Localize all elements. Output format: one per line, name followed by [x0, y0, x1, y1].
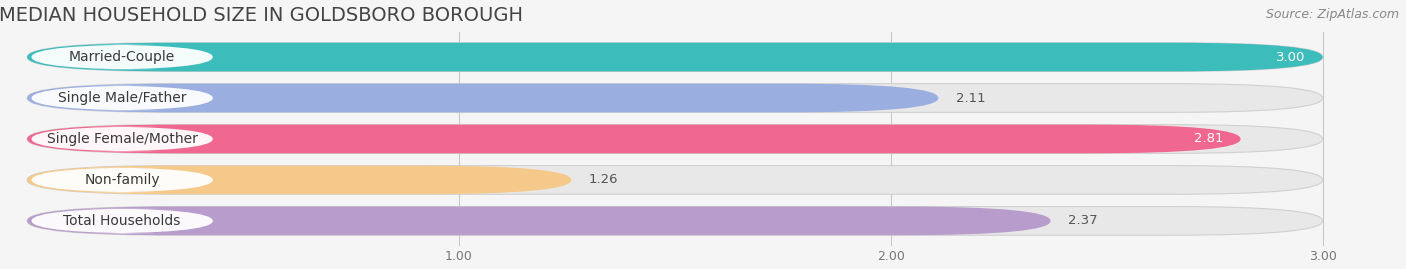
FancyBboxPatch shape — [27, 125, 1323, 153]
FancyBboxPatch shape — [27, 207, 1050, 235]
Text: MEDIAN HOUSEHOLD SIZE IN GOLDSBORO BOROUGH: MEDIAN HOUSEHOLD SIZE IN GOLDSBORO BOROU… — [0, 6, 523, 24]
Text: Married-Couple: Married-Couple — [69, 50, 176, 64]
Text: Total Households: Total Households — [63, 214, 181, 228]
FancyBboxPatch shape — [27, 125, 1240, 153]
FancyBboxPatch shape — [27, 43, 1323, 71]
Text: 2.81: 2.81 — [1194, 132, 1223, 146]
FancyBboxPatch shape — [31, 85, 212, 111]
Text: 3.00: 3.00 — [1277, 51, 1305, 63]
Text: 2.11: 2.11 — [956, 91, 986, 105]
Text: Source: ZipAtlas.com: Source: ZipAtlas.com — [1265, 8, 1399, 21]
Text: Non-family: Non-family — [84, 173, 160, 187]
FancyBboxPatch shape — [31, 126, 212, 152]
Text: 2.37: 2.37 — [1069, 214, 1098, 227]
FancyBboxPatch shape — [27, 207, 1323, 235]
FancyBboxPatch shape — [31, 167, 212, 193]
FancyBboxPatch shape — [27, 84, 1323, 112]
Text: 1.26: 1.26 — [589, 174, 619, 186]
FancyBboxPatch shape — [31, 208, 212, 233]
FancyBboxPatch shape — [27, 43, 1323, 71]
FancyBboxPatch shape — [27, 166, 1323, 194]
FancyBboxPatch shape — [27, 166, 571, 194]
Text: Single Female/Mother: Single Female/Mother — [46, 132, 198, 146]
FancyBboxPatch shape — [31, 44, 212, 70]
Text: Single Male/Father: Single Male/Father — [58, 91, 187, 105]
FancyBboxPatch shape — [27, 84, 938, 112]
